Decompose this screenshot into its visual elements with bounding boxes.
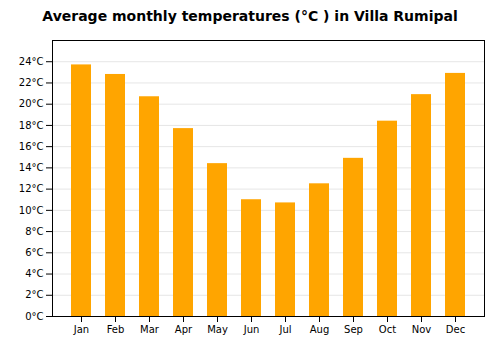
svg-text:Mar: Mar [140,324,160,335]
svg-text:20°C: 20°C [19,98,44,109]
svg-text:22°C: 22°C [19,77,44,88]
svg-text:14°C: 14°C [19,162,44,173]
svg-text:6°C: 6°C [25,247,43,258]
svg-text:8°C: 8°C [25,226,43,237]
svg-text:12°C: 12°C [19,183,44,194]
svg-text:0°C: 0°C [25,311,43,322]
svg-text:Jul: Jul [278,324,291,335]
svg-text:10°C: 10°C [19,205,44,216]
svg-text:2°C: 2°C [25,289,43,300]
svg-text:Nov: Nov [412,324,432,335]
html-text:Average monthly temperatures (: Average monthly temperatures (°C ) in Vi… [42,8,458,24]
svg-text:Aug: Aug [310,324,330,335]
svg-text:4°C: 4°C [25,268,43,279]
svg-text:Dec: Dec [446,324,465,335]
svg-text:Feb: Feb [107,324,125,335]
svg-text:Apr: Apr [175,324,193,335]
svg-text:Oct: Oct [379,324,396,335]
svg-text:18°C: 18°C [19,120,44,131]
svg-text:16°C: 16°C [19,141,44,152]
svg-text:Jun: Jun [243,324,260,335]
svg-text:Sep: Sep [344,324,363,335]
svg-text:24°C: 24°C [19,56,44,67]
svg-text:Jan: Jan [73,324,89,335]
svg-text:May: May [207,324,228,335]
